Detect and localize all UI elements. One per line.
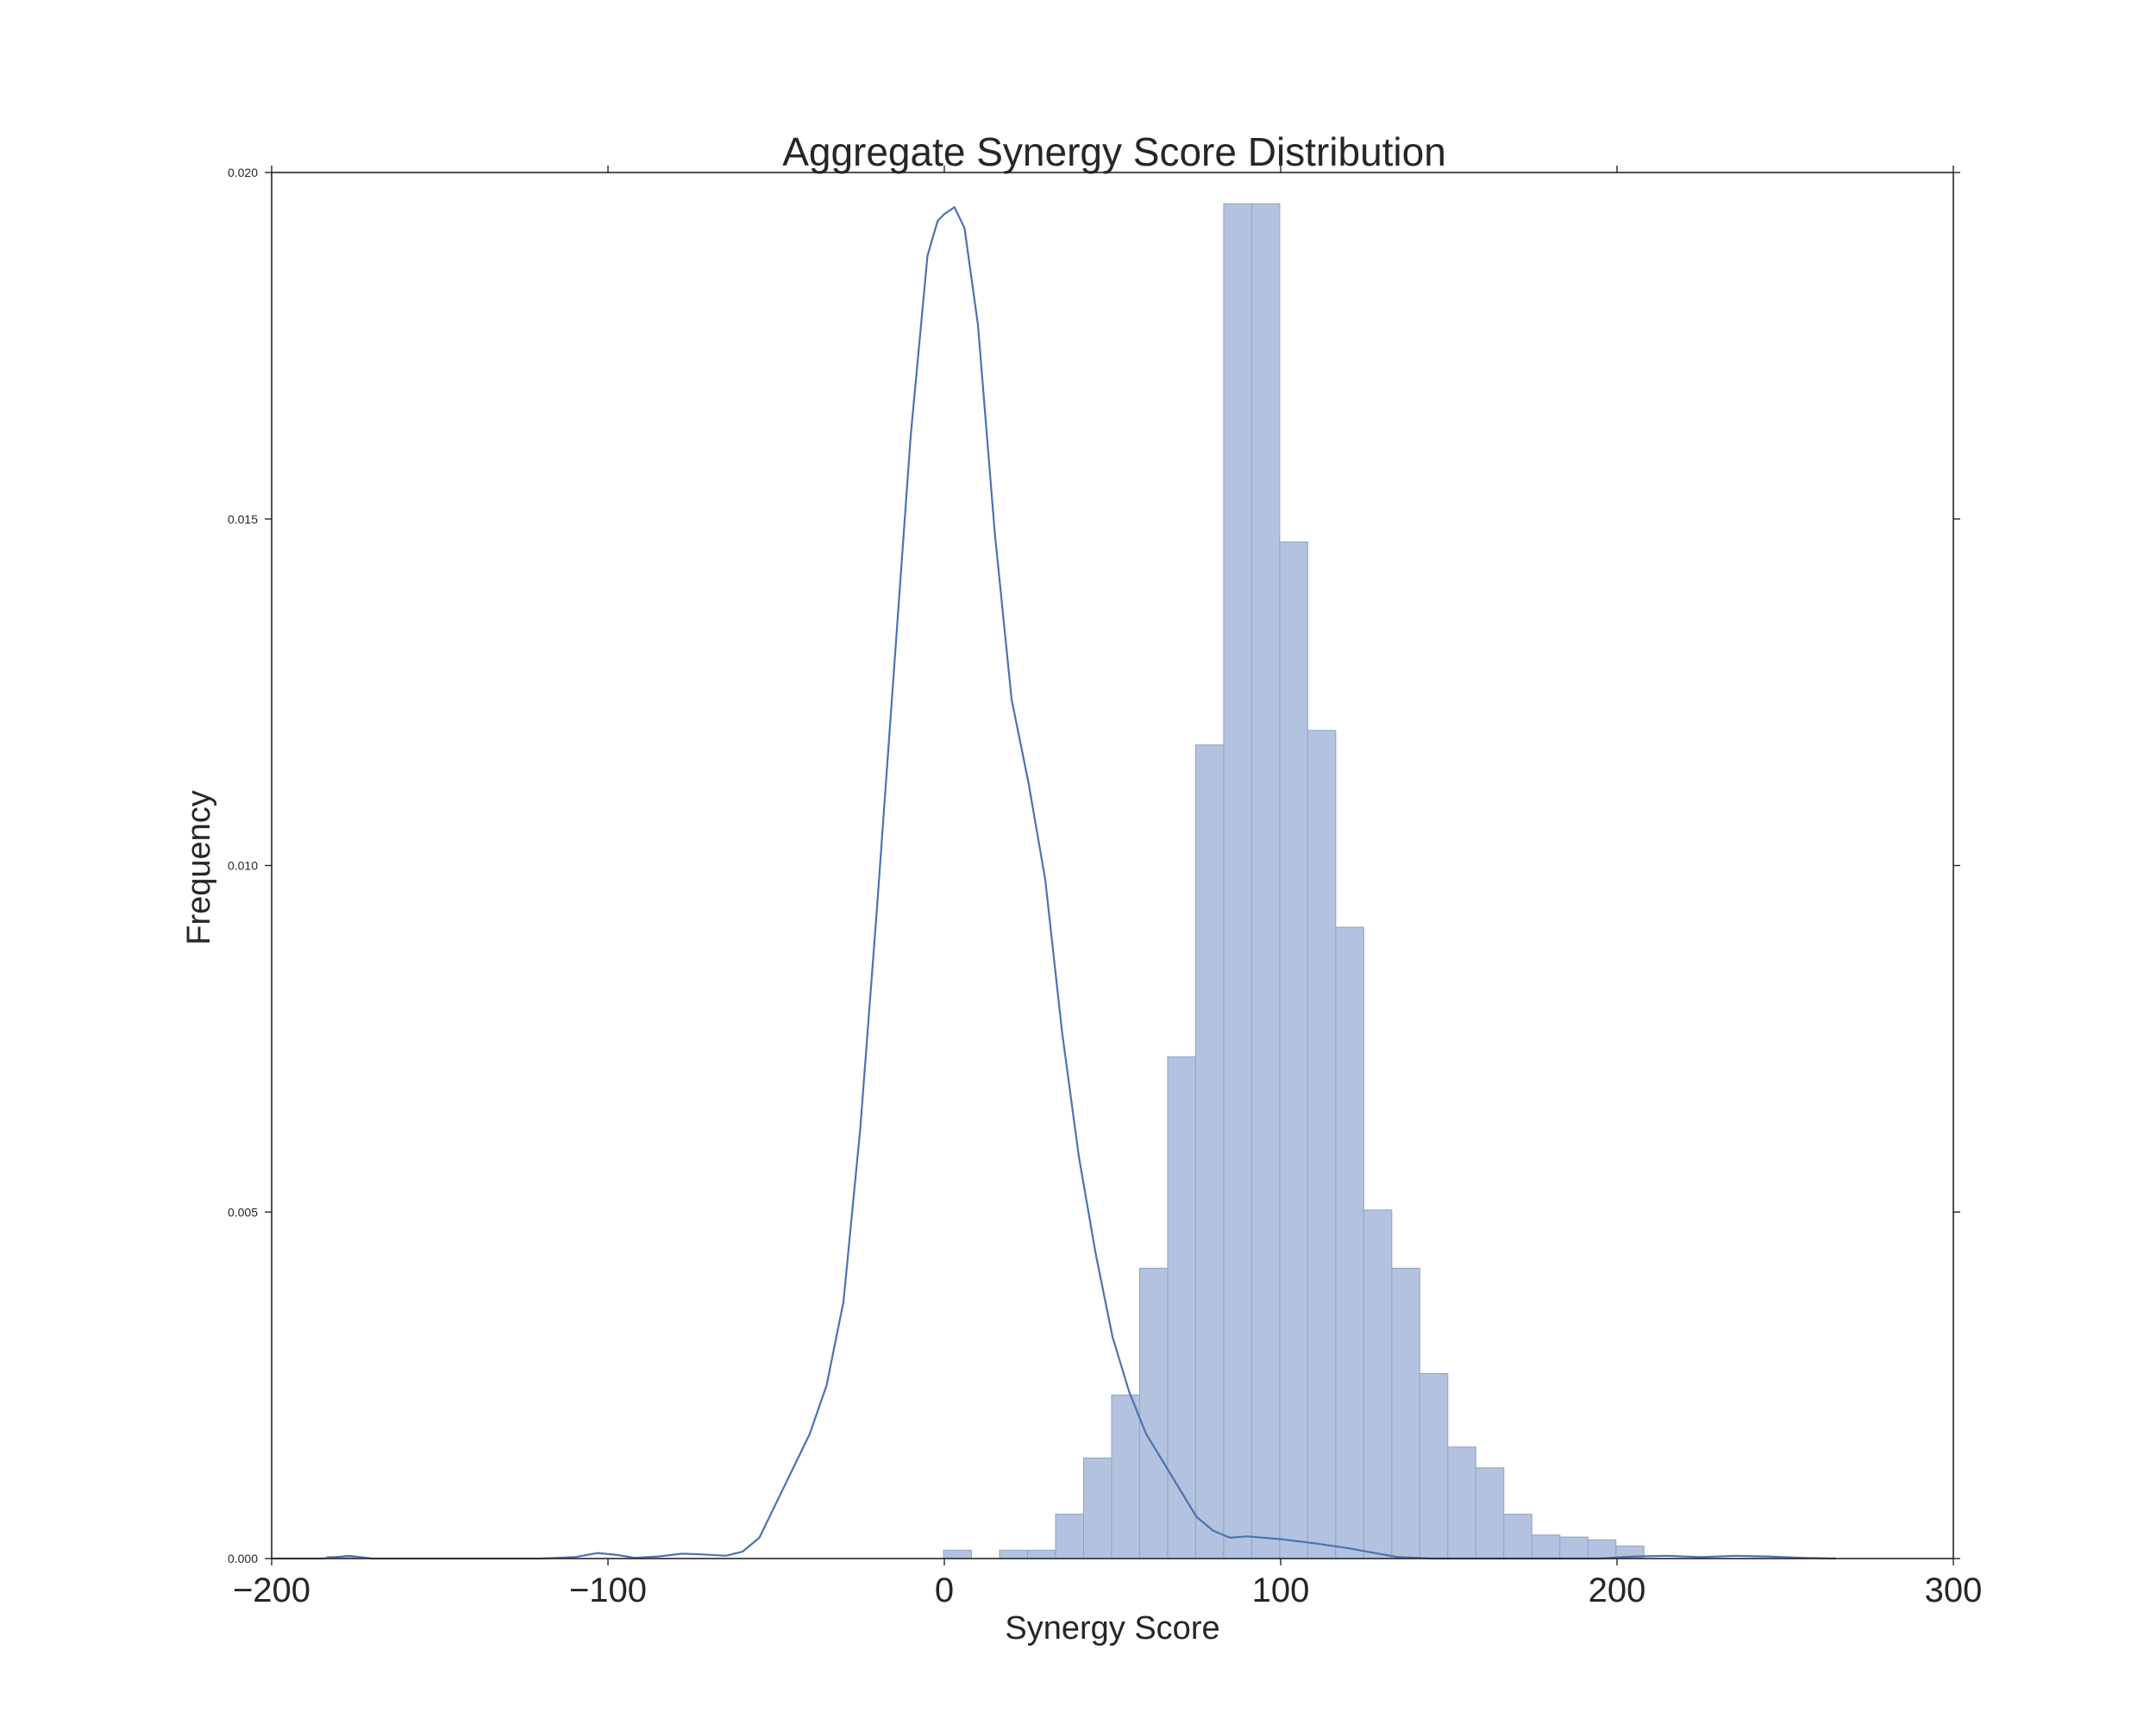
x-axis-label: Synergy Score bbox=[1005, 1610, 1219, 1647]
x-tick-label: 300 bbox=[1925, 1571, 1983, 1609]
x-tick-label: 0 bbox=[935, 1571, 954, 1609]
histogram-bar bbox=[943, 1549, 973, 1559]
histogram-bar bbox=[1138, 1267, 1169, 1559]
histogram-bar bbox=[1194, 744, 1225, 1559]
y-axis-label: Frequency bbox=[181, 790, 217, 945]
histogram-bar bbox=[1055, 1514, 1084, 1559]
histogram-bar bbox=[1223, 203, 1252, 1559]
histogram-bar bbox=[1391, 1267, 1420, 1559]
histogram-bar bbox=[1279, 541, 1308, 1559]
histogram-bar bbox=[1531, 1534, 1561, 1559]
histogram-bar bbox=[1307, 730, 1337, 1559]
x-tick-label: 200 bbox=[1589, 1571, 1646, 1609]
x-tick-label: −100 bbox=[569, 1571, 647, 1609]
histogram-bars bbox=[326, 203, 1645, 1559]
histogram-bar bbox=[1559, 1536, 1589, 1559]
histogram-bar bbox=[1111, 1394, 1140, 1559]
histogram-bar bbox=[1167, 1056, 1196, 1559]
histogram-bar bbox=[1447, 1446, 1476, 1559]
y-tick-label: 0.010 bbox=[228, 859, 258, 873]
kde-curve bbox=[272, 205, 1836, 1560]
x-tick-label: 100 bbox=[1252, 1571, 1310, 1609]
x-tick-label: −200 bbox=[233, 1571, 310, 1609]
y-tick-label: 0.015 bbox=[228, 512, 258, 526]
histogram-bar bbox=[1082, 1457, 1112, 1559]
histogram-bar bbox=[1587, 1539, 1617, 1559]
histogram-bar bbox=[1419, 1372, 1449, 1559]
histogram-bar bbox=[1475, 1467, 1505, 1559]
histogram-bar bbox=[1363, 1209, 1393, 1559]
y-tick-label: 0.020 bbox=[228, 166, 258, 179]
x-axis: −200 −100 0 100 200 300 bbox=[233, 166, 1982, 1609]
y-axis: 0.000 0.005 0.010 0.015 0.020 bbox=[228, 166, 1960, 1565]
histogram-bar bbox=[1250, 203, 1281, 1559]
y-tick-label: 0.005 bbox=[228, 1205, 258, 1219]
histogram-bar bbox=[1503, 1514, 1532, 1559]
histogram-bar bbox=[1335, 926, 1364, 1559]
histogram-bar bbox=[999, 1549, 1029, 1559]
chart-title: Aggregate Synergy Score Distribution bbox=[782, 129, 1446, 174]
histogram-bar bbox=[1027, 1549, 1056, 1559]
y-tick-label: 0.000 bbox=[228, 1552, 258, 1565]
axes-frame bbox=[271, 172, 1954, 1559]
